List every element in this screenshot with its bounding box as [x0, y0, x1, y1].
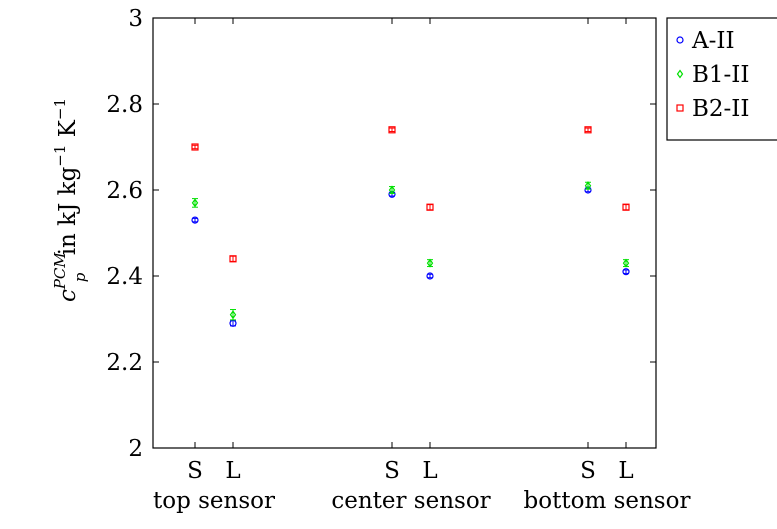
group-labels: top sensor center sensor bottom sensor: [153, 488, 690, 514]
x-tick-label: L: [225, 458, 240, 484]
data-point: [426, 258, 434, 268]
data-point: [622, 258, 630, 268]
y-tick-label: 2.6: [106, 178, 143, 204]
legend-label: B1-II: [692, 62, 749, 88]
group-label: center sensor: [331, 488, 490, 514]
data-point: [388, 185, 396, 195]
data-point: [191, 143, 199, 151]
legend-marker: [676, 69, 684, 79]
group-label: top sensor: [153, 488, 275, 514]
ylabel-rest: in kJ kg: [55, 166, 81, 262]
y-axis-ticks: 2 2.2 2.4 2.6 2.8 3: [106, 6, 656, 462]
legend-entry: A-II: [676, 28, 735, 54]
y-axis-label: cPCM p in kJ kg−1 K−1: [51, 98, 89, 302]
x-tick-label: S: [187, 458, 203, 484]
legend-label: A-II: [691, 28, 735, 54]
legend-items: A-II B1-II B2-II: [676, 28, 749, 122]
plot-area-frame: [152, 17, 657, 449]
group-label: bottom sensor: [524, 488, 691, 514]
data-point: [426, 272, 434, 280]
data-point: [622, 203, 630, 211]
x-tick-label: S: [580, 458, 596, 484]
ylabel-exp: −1: [51, 145, 69, 167]
y-tick-label: 3: [128, 6, 143, 32]
x-tick-label: L: [618, 458, 633, 484]
legend-label: B2-II: [692, 96, 749, 122]
data-point: [229, 310, 237, 320]
legend-entry: B2-II: [676, 96, 749, 122]
x-tick-label: L: [422, 458, 437, 484]
data-point: [191, 216, 199, 224]
legend-marker: [676, 104, 684, 112]
data-point: [426, 203, 434, 211]
legend-box: [666, 17, 777, 141]
ylabel-sup: PCM: [51, 252, 69, 291]
x-tick-label: S: [384, 458, 400, 484]
series-a-ii: [191, 186, 630, 327]
legend: A-II B1-II B2-II: [666, 17, 777, 141]
series-b1-ii: [191, 181, 630, 321]
y-tick-label: 2.8: [106, 92, 143, 118]
data-point: [584, 126, 592, 134]
legend-entry: B1-II: [676, 62, 749, 88]
y-tick-label: 2.2: [106, 350, 143, 376]
ylabel-exp2: −1: [51, 98, 69, 120]
data-point: [388, 126, 396, 134]
y-tick-label: 2: [128, 436, 143, 462]
series-b2-ii: [191, 126, 630, 263]
data-point: [622, 268, 630, 276]
legend-marker: [676, 36, 684, 44]
y-tick-label: 2.4: [106, 264, 143, 290]
data-point: [584, 181, 592, 191]
ylabel-sub: p: [71, 272, 89, 282]
data-marks: [191, 126, 630, 327]
data-point: [191, 198, 199, 208]
data-point: [229, 255, 237, 263]
ylabel-unit: K: [55, 119, 81, 144]
ylabel-bar-symbol: c: [55, 289, 81, 302]
